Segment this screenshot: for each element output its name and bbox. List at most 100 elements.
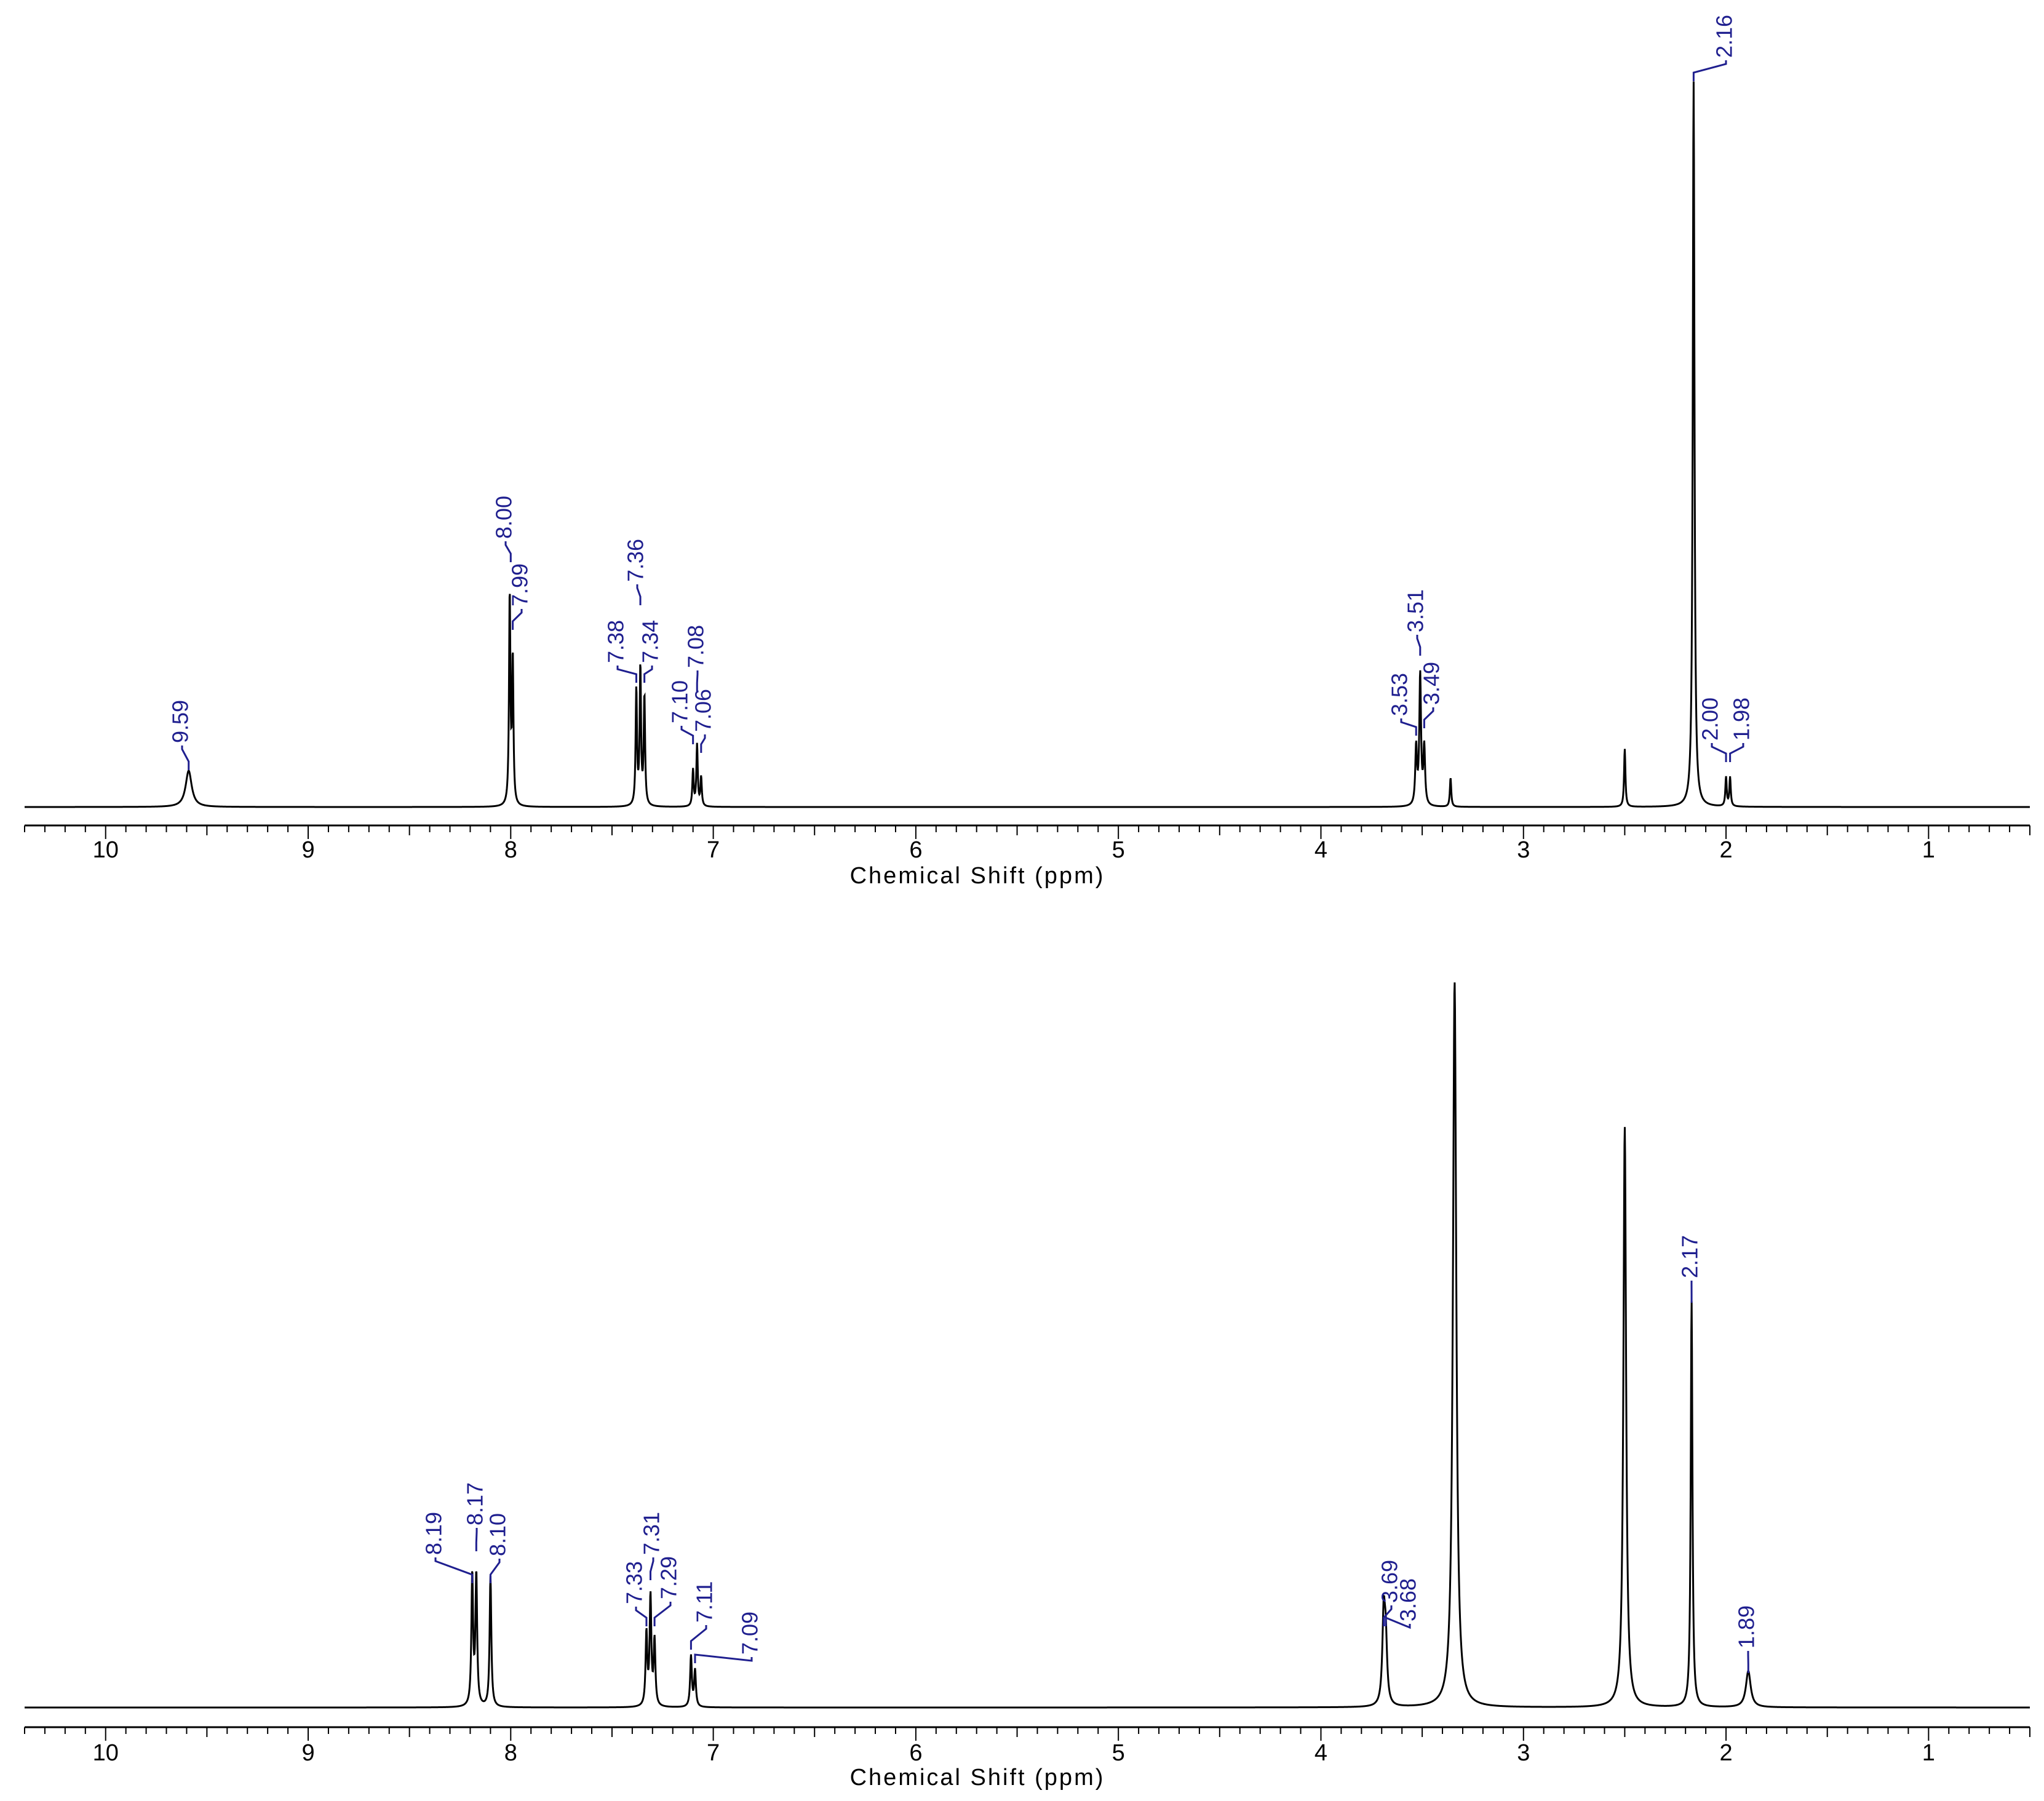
peak-label-text: 8.17 bbox=[463, 1482, 488, 1525]
peak-label: 7.31 bbox=[639, 1512, 664, 1580]
peak-label: 8.10 bbox=[485, 1513, 511, 1583]
tick-label: 1 bbox=[1922, 1740, 1935, 1766]
peak-label: 2.16 bbox=[1692, 15, 1737, 81]
peak-label: 3.53 bbox=[1387, 673, 1417, 736]
peak-label-text: 7.06 bbox=[691, 689, 716, 732]
peak-label: 7.29 bbox=[653, 1556, 682, 1626]
peak-label-text: 3.49 bbox=[1419, 662, 1444, 705]
peak-label: 2.17 bbox=[1677, 1235, 1703, 1303]
peak-label-connector bbox=[696, 670, 699, 691]
top-peak-labels: 9.59 8.00 7.99 7.38 7.36 7.347.10 7.08 7.06 3.53… bbox=[168, 15, 1754, 770]
tick-label: 7 bbox=[707, 837, 720, 863]
peak-label-connector bbox=[1383, 1605, 1393, 1626]
peak-label: 7.06 bbox=[691, 689, 716, 753]
peak-label: 1.89 bbox=[1734, 1605, 1759, 1673]
top-axis-tick-labels: 10 9 8 7 6 5 4 3 2 1 bbox=[93, 837, 1935, 863]
tick-label: 10 bbox=[93, 1740, 119, 1766]
peak-label-connector bbox=[643, 666, 653, 683]
peak-label-connector bbox=[616, 666, 637, 683]
peak-label-connector bbox=[650, 1557, 654, 1580]
peak-label: 3.69 bbox=[1377, 1560, 1402, 1626]
peak-label-text: 1.89 bbox=[1734, 1605, 1759, 1648]
tick-label: 3 bbox=[1517, 837, 1530, 863]
tick-label: 5 bbox=[1112, 1740, 1125, 1766]
peak-label-text: 7.31 bbox=[639, 1512, 664, 1555]
peak-label-text: 2.17 bbox=[1677, 1235, 1703, 1278]
top-axis-ticks bbox=[24, 824, 2030, 839]
peak-label-connector bbox=[1385, 1616, 1411, 1629]
peak-label-text: 7.34 bbox=[638, 620, 663, 663]
peak-label-text: 7.33 bbox=[622, 1561, 647, 1604]
peak-label-connector bbox=[489, 1559, 501, 1583]
peak-label: 7.33 bbox=[622, 1561, 648, 1626]
peak-label: 7.34 bbox=[638, 620, 663, 683]
peak-label-connector bbox=[1423, 707, 1434, 728]
peak-label-text: 7.36 bbox=[623, 539, 648, 582]
tick-label: 8 bbox=[504, 1740, 517, 1766]
peak-label-text: 3.68 bbox=[1396, 1578, 1421, 1621]
peak-label: 7.99 bbox=[507, 563, 533, 630]
peak-label: 1.98 bbox=[1729, 698, 1754, 762]
peak-label: 8.17 bbox=[463, 1482, 488, 1551]
bottom-axis-tick-labels: 10 9 8 7 6 5 4 3 2 1 bbox=[93, 1740, 1935, 1766]
tick-label: 3 bbox=[1517, 1740, 1530, 1766]
peak-label: 7.10 bbox=[667, 680, 694, 744]
bottom-peak-labels: 8.19 8.178.10 7.33 7.317.29 7.11 7.09 3.693.68… bbox=[421, 1235, 1759, 1673]
peak-label-connector bbox=[504, 541, 512, 562]
tick-label: 9 bbox=[301, 837, 314, 863]
peak-label-text: 7.08 bbox=[683, 625, 709, 668]
peak-label-text: 7.09 bbox=[738, 1612, 763, 1655]
peak-label-connector bbox=[653, 1602, 672, 1626]
peak-label-text: 7.99 bbox=[507, 563, 533, 606]
tick-label: 9 bbox=[301, 1740, 314, 1766]
tick-label: 7 bbox=[707, 1740, 720, 1766]
peak-label-text: 3.53 bbox=[1387, 673, 1412, 716]
peak-label-connector bbox=[512, 609, 523, 630]
peak-label-connector bbox=[1729, 743, 1744, 762]
peak-label-connector bbox=[1711, 743, 1727, 762]
peak-label-text: 9.59 bbox=[168, 700, 193, 743]
top-spectrum-trace bbox=[25, 81, 2030, 808]
tick-label: 8 bbox=[504, 837, 517, 863]
peak-label: 2.00 bbox=[1698, 698, 1727, 762]
tick-label: 4 bbox=[1314, 1740, 1327, 1766]
peak-label-text: 3.51 bbox=[1403, 589, 1428, 632]
peak-label-text: 8.00 bbox=[491, 496, 517, 539]
peak-label-text: 7.38 bbox=[603, 620, 629, 663]
spectrum-line bbox=[25, 81, 2030, 808]
peak-label-text: 7.10 bbox=[667, 680, 693, 723]
peak-label-text: 3.69 bbox=[1377, 1560, 1402, 1603]
peak-label-text: 8.19 bbox=[421, 1512, 447, 1555]
peak-label: 7.38 bbox=[603, 620, 637, 683]
peak-label-connector bbox=[434, 1557, 474, 1583]
peak-label-connector bbox=[690, 1625, 707, 1650]
tick-label: 4 bbox=[1314, 837, 1327, 863]
spectrum-line bbox=[25, 982, 2030, 1709]
peak-label: 3.49 bbox=[1419, 662, 1444, 728]
peak-label-connector bbox=[1692, 60, 1727, 81]
peak-label: 7.11 bbox=[690, 1581, 717, 1650]
peak-label-text: 2.16 bbox=[1712, 15, 1737, 58]
tick-label: 6 bbox=[909, 1740, 922, 1766]
peak-label-connector bbox=[635, 1607, 648, 1626]
peak-label: 3.51 bbox=[1403, 589, 1428, 656]
peak-label: 8.19 bbox=[421, 1512, 474, 1583]
tick-label: 2 bbox=[1719, 837, 1732, 863]
peak-label-connector bbox=[181, 745, 190, 770]
tick-label: 5 bbox=[1112, 837, 1125, 863]
spectrum-panel-bottom: 10 9 8 7 6 5 4 3 2 1 Chemical Shift (ppm) 8.198.1… bbox=[24, 982, 2030, 1791]
peak-label-text: 7.11 bbox=[692, 1581, 717, 1623]
peak-label-connector bbox=[1416, 635, 1422, 656]
bottom-axis-ticks bbox=[24, 1726, 2030, 1741]
peak-label: 3.68 bbox=[1385, 1578, 1421, 1629]
top-x-axis-label: Chemical Shift (ppm) bbox=[850, 863, 1105, 889]
tick-label: 2 bbox=[1719, 1740, 1732, 1766]
peak-label: 9.59 bbox=[168, 700, 193, 770]
peak-label-connector bbox=[636, 584, 642, 605]
peak-label: 7.08 bbox=[683, 625, 709, 691]
peak-label: 7.09 bbox=[694, 1612, 763, 1663]
peak-label: 8.00 bbox=[491, 496, 517, 562]
tick-label: 1 bbox=[1922, 837, 1935, 863]
peak-label-text: 1.98 bbox=[1729, 698, 1754, 741]
